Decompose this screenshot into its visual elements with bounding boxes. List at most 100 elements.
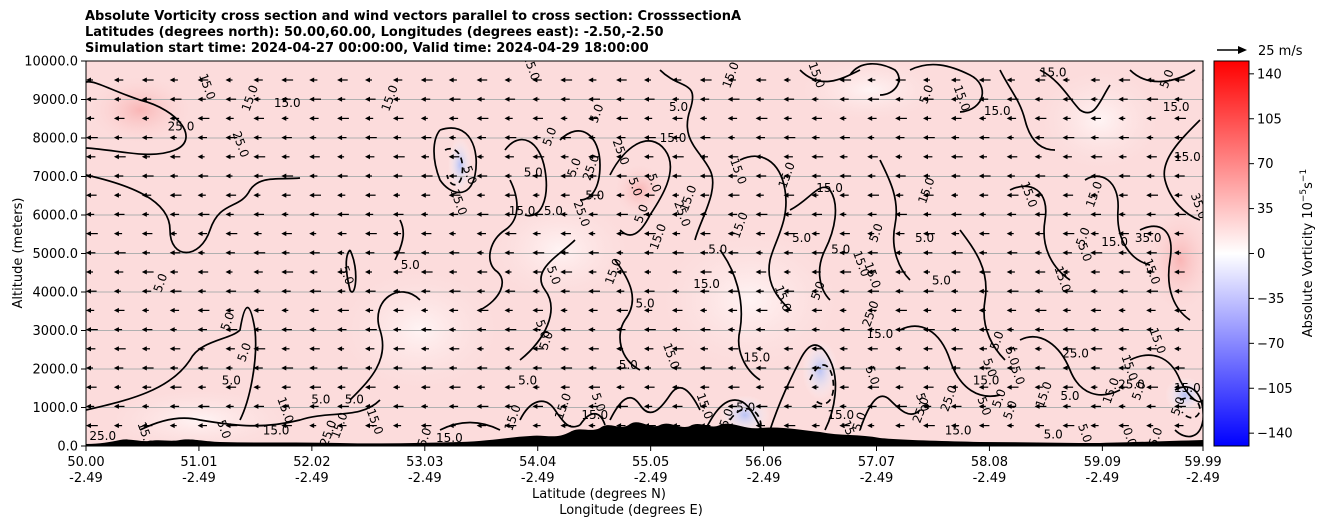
- wind-vector-head: [141, 384, 147, 390]
- wind-vector-head: [1062, 115, 1068, 121]
- contour-label: 15.0: [1163, 100, 1190, 114]
- wind-vector-head: [253, 115, 259, 121]
- wind-vector-head: [755, 115, 761, 121]
- wind-vector-head: [337, 135, 343, 141]
- wind-vector-head: [197, 269, 203, 275]
- wind-vector-head: [727, 115, 733, 121]
- wind-vector-head: [392, 154, 398, 160]
- wind-vector-head: [86, 192, 91, 198]
- wind-vector-head: [1174, 365, 1180, 371]
- wind-vector-head: [950, 327, 956, 333]
- x-tick-label-lon: -2.49: [521, 471, 555, 486]
- contour-label: 5.0: [915, 231, 934, 245]
- wind-vector-head: [644, 403, 649, 409]
- contour-line: [609, 387, 701, 421]
- wind-vector-head: [476, 115, 482, 121]
- wind-vector-head: [755, 231, 761, 237]
- contour-line: [1129, 354, 1203, 403]
- wind-vector-head: [225, 365, 231, 371]
- wind-vector-head: [616, 154, 622, 160]
- wind-vector-head: [699, 231, 705, 237]
- wind-vector-head: [588, 365, 594, 371]
- wind-vector-head: [448, 269, 454, 275]
- wind-vector-head: [727, 192, 733, 198]
- wind-vector-head: [978, 154, 984, 160]
- wind-vector-head: [420, 250, 426, 256]
- wind-vector-head: [392, 423, 398, 429]
- wind-vector-head: [169, 403, 175, 409]
- contour-label: 15.0: [744, 350, 771, 364]
- wind-vector-head: [560, 96, 566, 102]
- wind-vector-head: [1006, 154, 1012, 160]
- wind-vector-head: [504, 192, 510, 198]
- wind-vector-head: [504, 154, 510, 160]
- wind-vector-head: [504, 403, 510, 409]
- chart-title-line-2: Latitudes (degrees north): 50.00,60.00, …: [85, 25, 664, 40]
- wind-vector-head: [225, 96, 231, 102]
- wind-vector-head: [337, 384, 343, 390]
- wind-vector-head: [392, 77, 398, 83]
- wind-vector-head: [1118, 384, 1124, 390]
- wind-vector-head: [1146, 269, 1152, 275]
- wind-vector-head: [560, 307, 566, 313]
- wind-vector-head: [727, 135, 733, 141]
- x-tick-label-lat: 57.07: [858, 455, 895, 470]
- wind-vector-head: [560, 192, 566, 198]
- contour-label: 5.0: [980, 356, 1000, 379]
- contour-line: [1163, 119, 1201, 221]
- wind-vector-head: [1090, 250, 1096, 256]
- wind-vector-head: [281, 288, 287, 294]
- wind-vector-head: [253, 77, 259, 83]
- wind-vector-head: [1174, 269, 1180, 275]
- wind-vector-head: [1090, 192, 1096, 198]
- wind-vector-head: [1062, 327, 1068, 333]
- wind-vector-head: [309, 231, 315, 237]
- wind-vector-head: [86, 384, 91, 390]
- wind-vector-head: [225, 173, 231, 179]
- wind-vector-head: [420, 423, 426, 429]
- wind-vector-head: [978, 96, 984, 102]
- contour-label: 15.0: [509, 204, 536, 218]
- wind-vector-head: [727, 346, 733, 352]
- wind-vector-head: [309, 403, 315, 409]
- wind-vector-head: [755, 384, 761, 390]
- contour-label: 5.0: [536, 329, 556, 352]
- wind-vector-head: [616, 327, 622, 333]
- wind-vector-head: [783, 365, 789, 371]
- contour-label: 15.0: [436, 431, 463, 445]
- wind-vector-head: [1034, 96, 1040, 102]
- wind-vector-head: [755, 77, 761, 83]
- wind-vector-head: [895, 346, 901, 352]
- wind-vector-head: [978, 192, 984, 198]
- contour-label: 5.0: [533, 318, 553, 341]
- wind-vector-head: [811, 384, 817, 390]
- wind-vector-head: [588, 192, 594, 198]
- contour-label: 5.0: [626, 175, 646, 198]
- wind-vector-head: [895, 365, 901, 371]
- wind-vector-head: [225, 250, 231, 256]
- wind-vector-head: [86, 115, 91, 121]
- contour-label: 5.0: [619, 358, 638, 372]
- wind-vector-head: [197, 365, 203, 371]
- wind-vector-head: [616, 365, 622, 371]
- wind-vector-head: [420, 403, 426, 409]
- wind-vector-head: [337, 192, 343, 198]
- wind-vector-head: [337, 154, 343, 160]
- contour-line: [479, 179, 518, 311]
- wind-vector-head: [588, 288, 594, 294]
- wind-vector-head: [365, 211, 370, 217]
- wind-vector-head: [923, 365, 928, 371]
- wind-vector-head: [309, 346, 315, 352]
- wind-vector-head: [365, 346, 370, 352]
- contour-line: [1009, 185, 1071, 281]
- wind-vector-head: [86, 423, 91, 429]
- wind-vector-head: [1174, 192, 1180, 198]
- wind-vector-head: [1174, 384, 1180, 390]
- wind-vector-head: [1062, 154, 1068, 160]
- contour-label: 5.0: [932, 273, 951, 287]
- wind-vector-head: [309, 154, 315, 160]
- quiver-key-arrow-head: [1238, 46, 1247, 54]
- wind-vector-head: [420, 192, 426, 198]
- wind-vector-head: [448, 77, 454, 83]
- wind-vector-head: [309, 135, 315, 141]
